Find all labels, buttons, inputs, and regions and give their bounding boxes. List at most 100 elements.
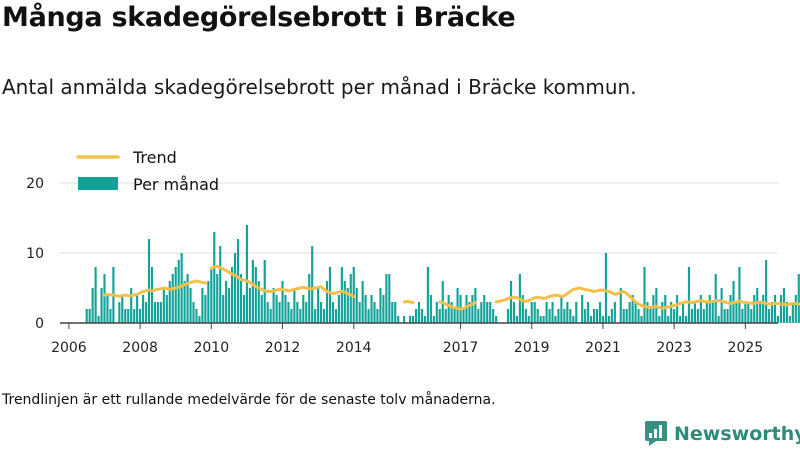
bar [225, 281, 228, 323]
bar [762, 295, 765, 323]
bar [453, 309, 456, 323]
bar [296, 302, 299, 323]
bar [714, 274, 717, 323]
bar [705, 302, 708, 323]
bar [168, 281, 171, 323]
bar [527, 316, 530, 323]
bar [159, 302, 162, 323]
bar [272, 288, 275, 323]
bar [136, 295, 139, 323]
bar [563, 309, 566, 323]
bar [753, 295, 756, 323]
bar [779, 295, 783, 323]
bar [222, 295, 225, 323]
bar [293, 288, 296, 323]
legend-swatch-per-month [78, 177, 118, 190]
bar [201, 288, 204, 323]
bar [768, 309, 771, 323]
bar [759, 302, 762, 323]
bar [142, 295, 145, 323]
bar [388, 274, 391, 323]
bar [183, 281, 186, 323]
bar [153, 302, 157, 323]
bar [290, 309, 293, 323]
bar [94, 267, 97, 323]
bar [254, 267, 257, 323]
bar [690, 309, 694, 323]
bar [171, 274, 174, 323]
bar [85, 309, 88, 323]
bar [355, 288, 358, 323]
legend-label-trend: Trend [132, 148, 177, 167]
bar [643, 267, 646, 323]
bar [554, 316, 557, 323]
bar [486, 302, 489, 323]
bar [340, 267, 343, 323]
x-tick-label: 2010 [193, 340, 229, 356]
bar [679, 316, 682, 323]
bar [702, 309, 705, 323]
bar [314, 309, 317, 323]
bar [670, 302, 673, 323]
bar [542, 316, 545, 323]
bar [569, 309, 572, 323]
bar [649, 309, 652, 323]
bar [572, 316, 575, 323]
bar [658, 316, 661, 323]
bar [770, 302, 774, 323]
bar [435, 302, 438, 323]
x-tick-label: 2023 [656, 340, 692, 356]
bar [198, 316, 201, 323]
bar [266, 302, 269, 323]
bar [619, 288, 622, 323]
bar [625, 309, 628, 323]
gridlines [60, 182, 778, 254]
x-tick-label: 2014 [336, 340, 372, 356]
bar [242, 295, 246, 323]
bar [495, 316, 498, 323]
bar [334, 309, 337, 323]
bar [308, 274, 311, 323]
bar [474, 288, 477, 323]
bar [696, 309, 699, 323]
bar [432, 316, 435, 323]
bar [785, 302, 788, 323]
bar [468, 302, 471, 323]
trend-line-segment [438, 300, 477, 311]
bar [231, 267, 234, 323]
chart-subtitle: Antal anmälda skadegörelsebrott per måna… [2, 75, 637, 99]
bar [106, 295, 109, 323]
bar [358, 302, 361, 323]
bar [717, 316, 720, 323]
bar [450, 302, 453, 323]
bar [165, 295, 168, 323]
bar [367, 309, 370, 323]
bar [305, 302, 308, 323]
bar [103, 274, 106, 323]
bar [634, 302, 637, 323]
bar [204, 295, 207, 323]
bar [349, 274, 352, 323]
bar [124, 309, 127, 323]
bar [598, 302, 602, 323]
bar [471, 295, 474, 323]
bar [509, 281, 513, 323]
bar [566, 302, 569, 323]
bar [622, 309, 625, 323]
bar [97, 316, 100, 323]
bar [397, 316, 400, 323]
bar [693, 302, 696, 323]
bar [429, 295, 432, 323]
bar [797, 274, 800, 323]
bar [628, 302, 631, 323]
bar [447, 295, 450, 323]
bar [533, 302, 536, 323]
bar [328, 267, 332, 323]
bar [575, 302, 578, 323]
bar [506, 309, 510, 323]
bar [515, 316, 518, 323]
bar [640, 316, 643, 323]
bar [320, 302, 323, 323]
bar [747, 302, 750, 323]
bar [186, 274, 189, 323]
